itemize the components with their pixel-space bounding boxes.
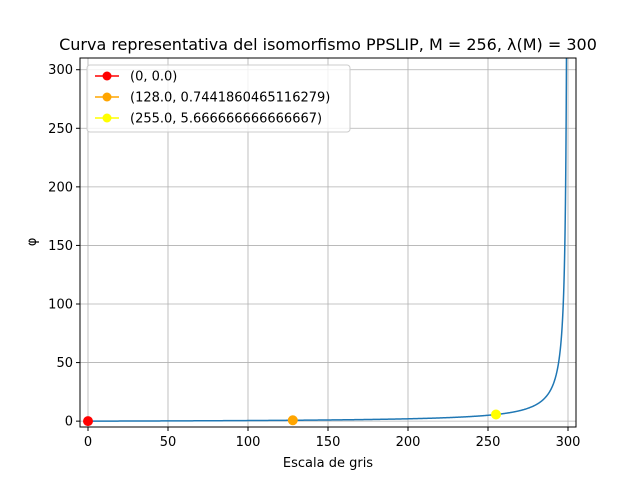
- x-tick-label: 0: [84, 435, 92, 450]
- x-tick-label: 100: [236, 435, 261, 450]
- legend-label: (0, 0.0): [130, 70, 177, 85]
- y-axis-label: φ: [25, 238, 40, 247]
- y-tick-label: 200: [48, 180, 73, 195]
- y-tick-label: 50: [56, 356, 73, 371]
- x-tick-label: 50: [160, 435, 177, 450]
- legend-marker: [102, 92, 112, 102]
- y-tick-label: 0: [65, 415, 73, 430]
- data-point-marker: [287, 415, 298, 426]
- chart-title: Curva representativa del isomorfismo PPS…: [59, 35, 597, 54]
- legend-marker: [102, 113, 112, 123]
- y-tick-label: 300: [48, 63, 73, 78]
- y-tick-label: 100: [48, 298, 73, 313]
- x-axis-label: Escala de gris: [283, 456, 373, 471]
- y-tick-label: 250: [48, 122, 73, 137]
- y-tick-label: 150: [48, 239, 73, 254]
- x-tick-label: 250: [476, 435, 501, 450]
- legend-label: (255.0, 5.666666666666667): [130, 112, 322, 127]
- legend-label: (128.0, 0.7441860465116279): [130, 91, 330, 106]
- x-axis: 0 50 100 150 200 250 300: [84, 427, 581, 450]
- y-axis: 0 50 100 150 200 250 300: [48, 63, 80, 430]
- legend-box: [86, 64, 351, 133]
- data-point-marker: [83, 416, 93, 427]
- x-tick-label: 300: [556, 435, 581, 450]
- x-tick-label: 150: [316, 435, 341, 450]
- x-tick-label: 200: [396, 435, 421, 450]
- legend: (0, 0.0) (128.0, 0.7441860465116279) (255.…: [86, 64, 351, 133]
- data-point-marker: [491, 409, 501, 420]
- legend-marker: [102, 71, 112, 81]
